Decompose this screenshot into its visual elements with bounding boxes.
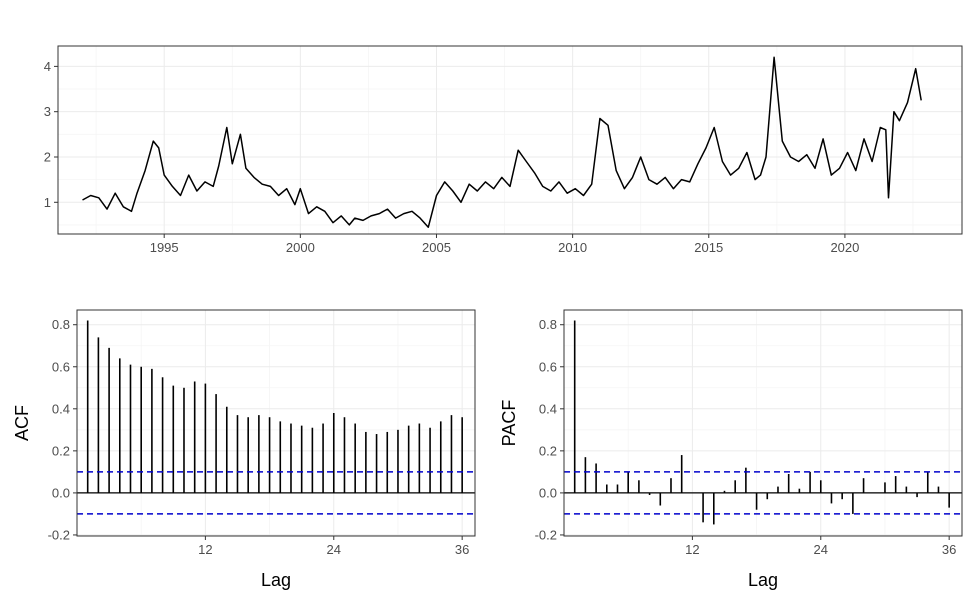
pacf-y-tick-label: -0.2 [535,527,557,542]
timeseries-x-tick-label: 2020 [830,240,859,255]
pacf-panel: 12 24 36 -0.2 0.0 0.2 0.4 0.6 0.8 Lag PACF [499,309,963,590]
timeseries-border [57,45,963,235]
timeseries-x-tick-label: 2000 [286,240,315,255]
acf-y-axis-label: ACF [12,405,32,441]
acf-x-tick-label: 36 [455,542,469,557]
pacf-y-ticks: -0.2 0.0 0.2 0.4 0.6 0.8 [535,317,564,542]
timeseries-y-tick-label: 3 [44,104,51,119]
pacf-x-tick-label: 36 [942,542,956,557]
timeseries-panel: 1995 2000 2005 2010 2015 2020 1 2 3 4 [44,45,963,255]
timeseries-y-tick-label: 4 [44,59,51,74]
acf-x-tick-label: 12 [198,542,212,557]
timeseries-y-tick-label: 1 [44,195,51,210]
timeseries-y-ticks: 1 2 3 4 [44,59,58,210]
pacf-border [563,309,963,537]
acf-y-tick-label: 0.6 [52,359,70,374]
acf-y-tick-label: 0.8 [52,317,70,332]
pacf-y-tick-label: 0.6 [539,359,557,374]
timeseries-line [82,56,922,228]
pacf-y-tick-label: 0.4 [539,401,557,416]
acf-bars [86,320,463,493]
pacf-x-tick-label: 24 [814,542,828,557]
acf-y-tick-label: -0.2 [48,527,70,542]
acf-y-tick-label: 0.2 [52,443,70,458]
pacf-x-tick-label: 12 [685,542,699,557]
acf-y-tick-label: 0.4 [52,401,70,416]
timeseries-x-ticks: 1995 2000 2005 2010 2015 2020 [150,234,859,255]
acf-plot-area [77,310,475,536]
acf-y-ticks: -0.2 0.0 0.2 0.4 0.6 0.8 [48,317,77,542]
timeseries-x-tick-label: 1995 [150,240,179,255]
acf-panel: 12 24 36 -0.2 0.0 0.2 0.4 0.6 0.8 Lag ACF [12,309,476,590]
acf-border [76,309,476,537]
timeseries-y-tick-label: 2 [44,149,51,164]
pacf-plot-area [564,310,962,536]
acf-x-ticks: 12 24 36 [198,536,469,557]
timeseries-grid [58,46,962,234]
timeseries-x-tick-label: 2010 [558,240,587,255]
pacf-y-axis-label: PACF [499,400,519,447]
pacf-y-tick-label: 0.8 [539,317,557,332]
timeseries-plot-area [58,46,962,234]
acf-y-tick-label: 0.0 [52,485,70,500]
acf-x-tick-label: 24 [327,542,341,557]
pacf-x-axis-label: Lag [748,570,778,590]
acf-x-axis-label: Lag [261,570,291,590]
pacf-y-tick-label: 0.0 [539,485,557,500]
timeseries-x-tick-label: 2005 [422,240,451,255]
pacf-x-ticks: 12 24 36 [685,536,956,557]
pacf-y-tick-label: 0.2 [539,443,557,458]
timeseries-x-tick-label: 2015 [694,240,723,255]
